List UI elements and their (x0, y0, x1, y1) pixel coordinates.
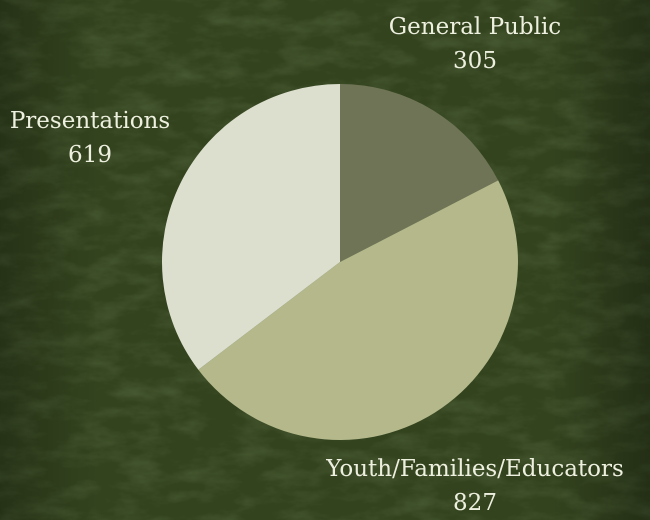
slice-label-youth-families-educators: Youth/Families/Educators 827 (300, 452, 650, 520)
slice-value-text: 827 (453, 490, 497, 516)
slice-label-text: General Public (388, 14, 562, 40)
slice-value-text: 305 (453, 48, 497, 74)
pie-slice-youth-families-educators (198, 180, 518, 440)
pie-slice-presentations (161, 84, 340, 370)
pie-slice-general-public (340, 84, 499, 262)
slice-value-text: 619 (68, 142, 112, 168)
slice-label-general-public: General Public 305 (360, 10, 590, 78)
slice-label-text: Presentations (9, 108, 171, 134)
slice-label-text: Youth/Families/Educators (326, 456, 624, 482)
slice-label-presentations: Presentations 619 (0, 104, 180, 172)
